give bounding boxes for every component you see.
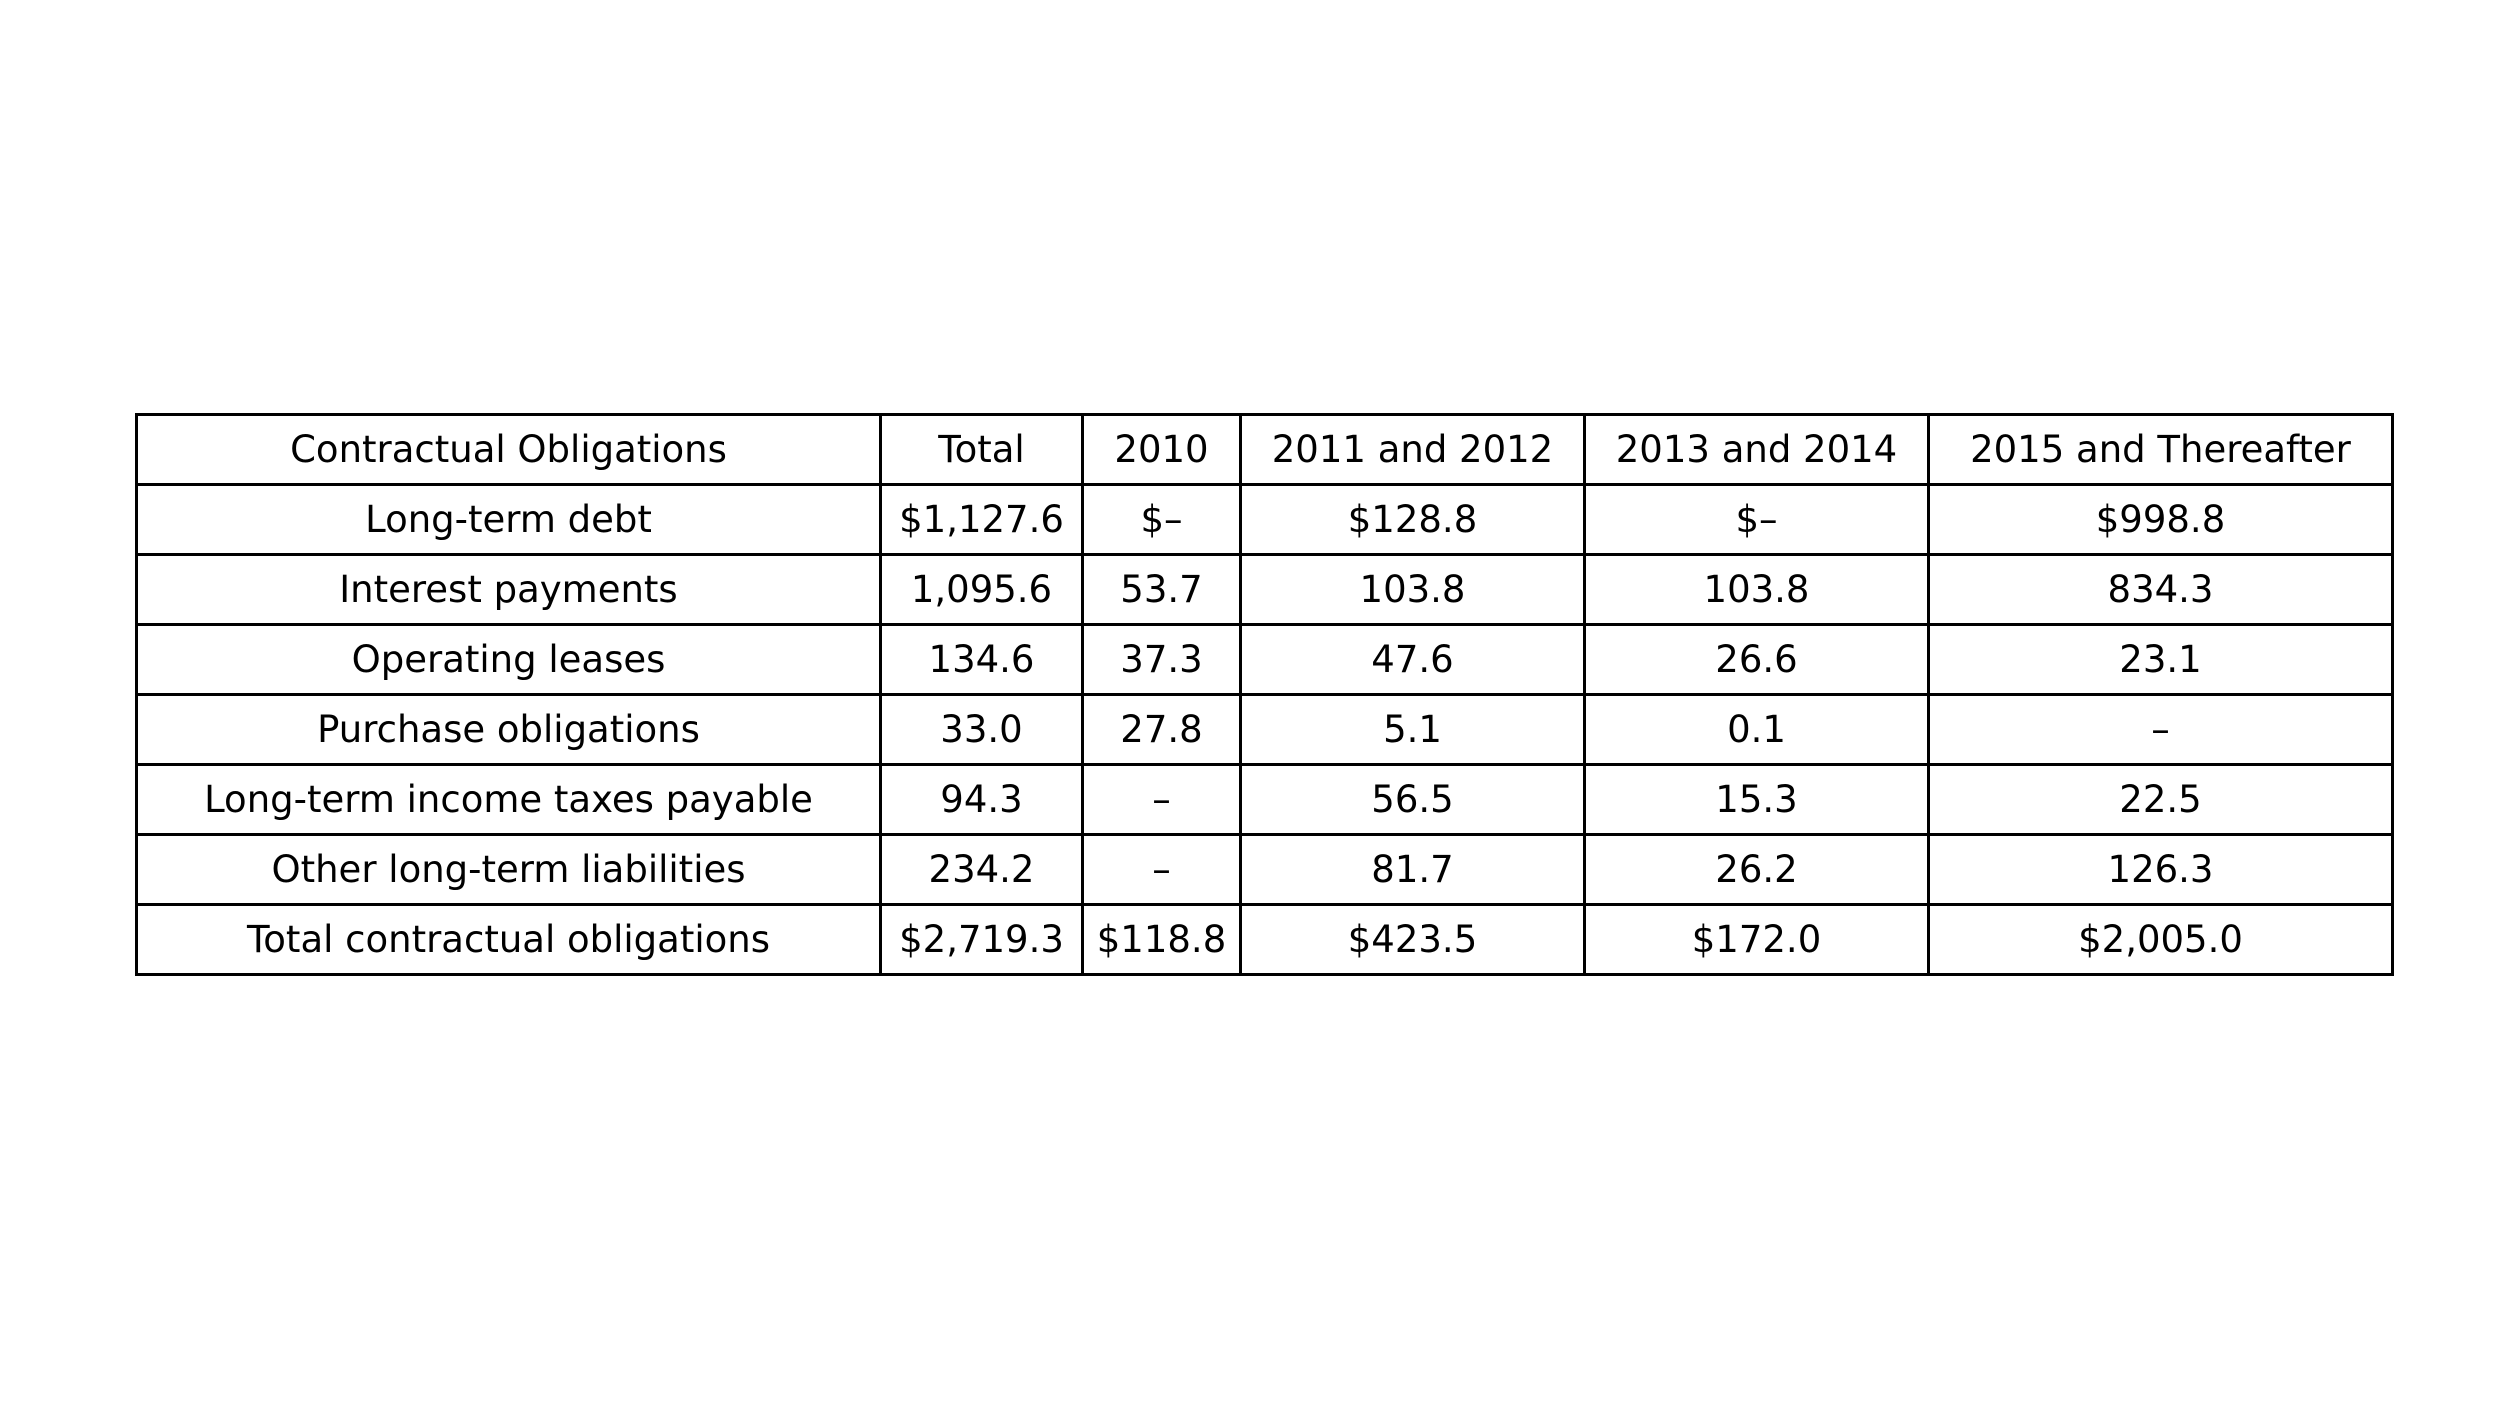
value-cell: 103.8 [1583, 553, 1930, 626]
header-row: Contractual Obligations Total 2010 2011 … [135, 413, 2394, 486]
value-cell: 53.7 [1081, 553, 1242, 626]
value-cell: 23.1 [1927, 623, 2394, 696]
row-label-cell: Long-term debt [135, 483, 882, 556]
value-cell: $118.8 [1081, 903, 1242, 976]
header-cell-total: Total [879, 413, 1084, 486]
table-row: Interest payments 1,095.6 53.7 103.8 103… [135, 553, 2394, 626]
table-row: Other long-term liabilities 234.2 – 81.7… [135, 833, 2394, 906]
table-row-total: Total contractual obligations $2,719.3 $… [135, 903, 2394, 976]
header-cell-2010: 2010 [1081, 413, 1242, 486]
row-label-cell: Total contractual obligations [135, 903, 882, 976]
value-cell: 26.6 [1583, 623, 1930, 696]
value-cell: 56.5 [1239, 763, 1586, 836]
table-row: Long-term income taxes payable 94.3 – 56… [135, 763, 2394, 836]
value-cell: – [1081, 833, 1242, 906]
value-cell: $423.5 [1239, 903, 1586, 976]
value-cell: $– [1081, 483, 1242, 556]
row-label-cell: Long-term income taxes payable [135, 763, 882, 836]
value-cell: $– [1583, 483, 1930, 556]
row-label-cell: Interest payments [135, 553, 882, 626]
table-row: Purchase obligations 33.0 27.8 5.1 0.1 – [135, 693, 2394, 766]
value-cell: 47.6 [1239, 623, 1586, 696]
header-cell-contractual-obligations: Contractual Obligations [135, 413, 882, 486]
value-cell: 26.2 [1583, 833, 1930, 906]
value-cell: 1,095.6 [879, 553, 1084, 626]
value-cell: 126.3 [1927, 833, 2394, 906]
value-cell: 94.3 [879, 763, 1084, 836]
header-cell-2011-2012: 2011 and 2012 [1239, 413, 1586, 486]
value-cell: $2,719.3 [879, 903, 1084, 976]
value-cell: $1,127.6 [879, 483, 1084, 556]
value-cell: 22.5 [1927, 763, 2394, 836]
value-cell: 37.3 [1081, 623, 1242, 696]
value-cell: 27.8 [1081, 693, 1242, 766]
value-cell: $998.8 [1927, 483, 2394, 556]
value-cell: – [1927, 693, 2394, 766]
value-cell: 134.6 [879, 623, 1084, 696]
value-cell: 81.7 [1239, 833, 1586, 906]
value-cell: 834.3 [1927, 553, 2394, 626]
value-cell: 234.2 [879, 833, 1084, 906]
value-cell: $172.0 [1583, 903, 1930, 976]
value-cell: 0.1 [1583, 693, 1930, 766]
value-cell: $2,005.0 [1927, 903, 2394, 976]
header-cell-2013-2014: 2013 and 2014 [1583, 413, 1930, 486]
value-cell: 103.8 [1239, 553, 1586, 626]
row-label-cell: Operating leases [135, 623, 882, 696]
row-label-cell: Other long-term liabilities [135, 833, 882, 906]
value-cell: – [1081, 763, 1242, 836]
row-label-cell: Purchase obligations [135, 693, 882, 766]
table-row: Operating leases 134.6 37.3 47.6 26.6 23… [135, 623, 2394, 696]
table-row: Long-term debt $1,127.6 $– $128.8 $– $99… [135, 483, 2394, 556]
value-cell: 33.0 [879, 693, 1084, 766]
value-cell: $128.8 [1239, 483, 1586, 556]
header-cell-2015-thereafter: 2015 and Thereafter [1927, 413, 2394, 486]
value-cell: 5.1 [1239, 693, 1586, 766]
value-cell: 15.3 [1583, 763, 1930, 836]
contractual-obligations-table: Contractual Obligations Total 2010 2011 … [135, 413, 2394, 976]
